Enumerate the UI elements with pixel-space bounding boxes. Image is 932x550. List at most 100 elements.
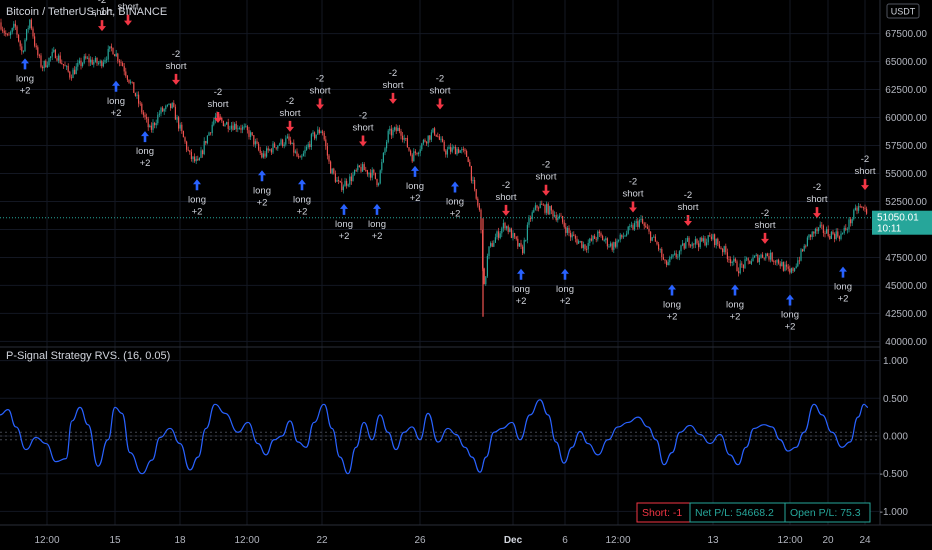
candle-body	[184, 137, 186, 142]
signal-qty: +2	[257, 197, 268, 208]
candle-body	[390, 128, 392, 136]
candle-body	[18, 34, 20, 42]
candle-body	[16, 26, 18, 35]
time-axis[interactable]: 12:00 15 18 12:00 22 26 Dec 6 12:00 13 12:00 20 24	[34, 535, 871, 546]
candle-body	[699, 237, 701, 248]
signal-qty: -2	[359, 110, 367, 121]
candle-body	[403, 138, 405, 140]
time-tick-label: 22	[316, 535, 328, 546]
candle-body	[830, 231, 832, 239]
candle-body	[501, 228, 503, 234]
candle-body	[197, 159, 199, 161]
short-arrow-icon	[436, 98, 444, 110]
candle-body	[262, 153, 264, 158]
candle-body	[734, 258, 736, 262]
candle-body	[179, 124, 181, 129]
candle-body	[202, 150, 204, 155]
candle-body	[32, 28, 34, 37]
candle-body	[189, 150, 191, 153]
candle-body	[280, 139, 282, 145]
long-signal: long+2	[446, 181, 464, 220]
price-tick-label: 67500.00	[885, 29, 927, 40]
candle-body	[853, 210, 855, 220]
candle-body	[98, 63, 100, 64]
candle-body	[550, 206, 552, 211]
candle-body	[85, 56, 87, 59]
candle-body	[722, 248, 724, 253]
candle-body	[122, 63, 124, 67]
price-tick-label: 55000.00	[885, 169, 927, 180]
candle-body	[526, 224, 528, 241]
candle-body	[829, 235, 831, 239]
candle-body	[160, 107, 162, 114]
candle-body	[514, 233, 516, 237]
candle-body	[134, 92, 136, 96]
candle-body	[494, 237, 496, 243]
candle-body	[331, 168, 333, 174]
candle-body	[450, 146, 452, 152]
candle-body	[438, 136, 440, 140]
candle-body	[862, 207, 864, 209]
long-arrow-icon	[668, 284, 676, 296]
candle-body	[610, 243, 612, 247]
candle-body	[810, 234, 812, 237]
price-tick-label: 57500.00	[885, 141, 927, 152]
candle-body	[856, 207, 858, 211]
signal-label: long	[16, 73, 34, 84]
candle-body	[394, 127, 396, 130]
short-arrow-icon	[502, 204, 510, 216]
candle-body	[250, 132, 252, 137]
candle-body	[854, 207, 856, 211]
candle-body	[589, 238, 591, 244]
signal-label: short	[91, 7, 112, 18]
candle-body	[166, 104, 168, 106]
candle-body	[376, 178, 378, 186]
candle-body	[123, 66, 125, 72]
candle-body	[173, 102, 175, 107]
long-signal: long+2	[663, 284, 681, 322]
long-signal: long+2	[136, 131, 154, 169]
candle-body	[786, 264, 788, 267]
candle-body	[613, 242, 615, 250]
signal-qty: +2	[785, 322, 796, 333]
candle-body	[685, 241, 687, 249]
candle-body	[310, 134, 312, 148]
indicator-title[interactable]: P-Signal Strategy RVS. (16, 0.05)	[6, 350, 170, 362]
candle-body	[738, 271, 740, 274]
candle-body	[0, 22, 2, 30]
candle-body	[86, 57, 88, 59]
candle-body	[149, 125, 151, 128]
candle-body	[570, 233, 572, 238]
signal-qty: +2	[339, 231, 350, 242]
candle-body	[806, 237, 808, 247]
signal-label: long	[663, 299, 681, 310]
candle-body	[227, 122, 229, 129]
oscillator-axis[interactable]: 1.000 0.500 0.000 -0.500 -1.000	[880, 356, 909, 518]
osc-tick-label: -1.000	[880, 507, 909, 518]
candle-body	[630, 225, 632, 227]
candle-body	[606, 238, 608, 247]
candle-body	[373, 169, 375, 173]
candle-body	[714, 234, 716, 246]
candle-body	[659, 249, 661, 250]
net-pl-stat: Net P/L: 54668.2	[695, 507, 774, 519]
candle-body	[205, 140, 207, 144]
candle-body	[320, 131, 322, 134]
candle-body	[866, 208, 868, 214]
candle-body	[683, 243, 685, 249]
long-signal: long+2	[16, 58, 34, 96]
candle-body	[430, 132, 432, 140]
signal-label: short	[429, 86, 450, 97]
candle-body	[259, 149, 261, 153]
signal-qty: -2	[214, 87, 222, 98]
long-signal: long+2	[107, 80, 125, 119]
candle-body	[707, 235, 709, 243]
currency-badge[interactable]: USDT	[886, 3, 920, 19]
candle-body	[325, 139, 327, 147]
candle-body	[322, 131, 324, 133]
candle-body	[643, 223, 645, 226]
candle-body	[152, 122, 154, 130]
